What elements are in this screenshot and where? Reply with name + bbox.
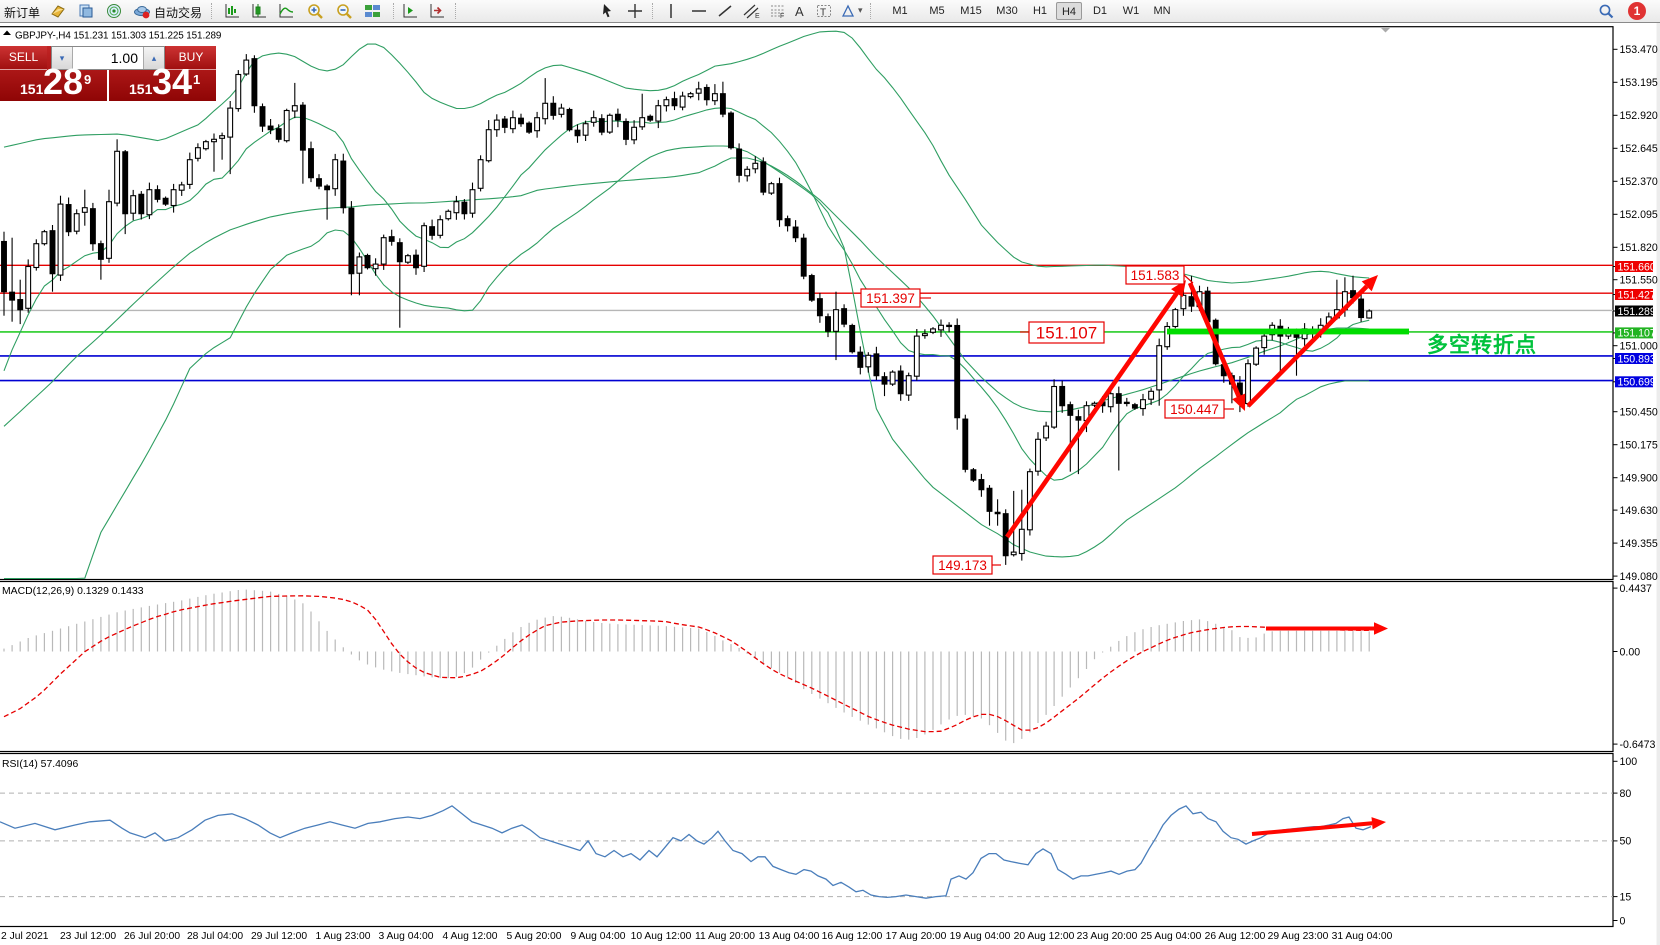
svg-text:26 Aug 12:00: 26 Aug 12:00 <box>1205 931 1266 942</box>
svg-text:149.900: 149.900 <box>1620 473 1658 485</box>
svg-text:150.893: 150.893 <box>1618 353 1656 365</box>
svg-text:25 Aug 04:00: 25 Aug 04:00 <box>1141 931 1202 942</box>
svg-text:A: A <box>795 4 804 19</box>
svg-text:150.447: 150.447 <box>1170 402 1219 417</box>
svg-text:151.820: 151.820 <box>1620 242 1658 254</box>
svg-text:151.583: 151.583 <box>1131 268 1180 283</box>
svg-text:20 Aug 12:00: 20 Aug 12:00 <box>1014 931 1075 942</box>
svg-text:MACD(12,26,9) 0.1329 0.1433: MACD(12,26,9) 0.1329 0.1433 <box>2 586 144 597</box>
svg-text:151.660: 151.660 <box>1618 261 1656 273</box>
svg-text:10 Aug 12:00: 10 Aug 12:00 <box>631 931 692 942</box>
svg-text:153.195: 153.195 <box>1620 77 1658 89</box>
svg-text:150.175: 150.175 <box>1620 440 1658 452</box>
svg-text:4 Aug 12:00: 4 Aug 12:00 <box>443 931 498 942</box>
svg-text:-0.6473: -0.6473 <box>1620 739 1656 751</box>
svg-text:0.00: 0.00 <box>1620 646 1641 658</box>
svg-text:26 Jul 20:00: 26 Jul 20:00 <box>124 931 180 942</box>
svg-text:2 Jul 2021: 2 Jul 2021 <box>1 931 49 942</box>
svg-text:151.427: 151.427 <box>1618 289 1656 301</box>
svg-text:28 Jul 04:00: 28 Jul 04:00 <box>187 931 243 942</box>
svg-text:100: 100 <box>1620 756 1638 768</box>
svg-text:17 Aug 20:00: 17 Aug 20:00 <box>886 931 947 942</box>
svg-text:5 Aug 20:00: 5 Aug 20:00 <box>507 931 562 942</box>
svg-text:152.370: 152.370 <box>1620 176 1658 188</box>
svg-text:149.630: 149.630 <box>1620 505 1658 517</box>
svg-text:23 Jul 12:00: 23 Jul 12:00 <box>60 931 116 942</box>
svg-text:多空转折点: 多空转折点 <box>1427 333 1537 357</box>
svg-text:149.173: 149.173 <box>938 558 987 573</box>
svg-text:151.107: 151.107 <box>1036 324 1097 343</box>
svg-text:9 Aug 04:00: 9 Aug 04:00 <box>571 931 626 942</box>
svg-text:150.450: 150.450 <box>1620 407 1658 419</box>
svg-text:F: F <box>780 13 784 19</box>
svg-text:80: 80 <box>1620 788 1632 800</box>
svg-text:3 Aug 04:00: 3 Aug 04:00 <box>379 931 434 942</box>
svg-text:23 Aug 20:00: 23 Aug 20:00 <box>1077 931 1138 942</box>
svg-text:15: 15 <box>1620 891 1632 903</box>
svg-text:149.355: 149.355 <box>1620 538 1658 550</box>
svg-text:RSI(14) 57.4096: RSI(14) 57.4096 <box>2 759 78 770</box>
svg-text:151.397: 151.397 <box>866 291 915 306</box>
svg-text:152.920: 152.920 <box>1620 110 1658 122</box>
svg-text:31 Aug 04:00: 31 Aug 04:00 <box>1332 931 1393 942</box>
svg-text:152.095: 152.095 <box>1620 209 1658 221</box>
svg-text:E: E <box>755 13 760 19</box>
svg-text:19 Aug 04:00: 19 Aug 04:00 <box>950 931 1011 942</box>
svg-text:151.000: 151.000 <box>1620 341 1658 353</box>
svg-text:151.289: 151.289 <box>1618 306 1656 318</box>
svg-text:1 Aug 23:00: 1 Aug 23:00 <box>316 931 371 942</box>
svg-text:GBPJPY-,H4 151.231 151.303 15: GBPJPY-,H4 151.231 151.303 151.225 151.2… <box>15 31 222 42</box>
svg-text:T: T <box>820 8 826 19</box>
svg-text:151.107: 151.107 <box>1618 328 1656 340</box>
svg-text:0: 0 <box>1620 915 1626 927</box>
svg-text:16 Aug 12:00: 16 Aug 12:00 <box>822 931 883 942</box>
svg-text:153.470: 153.470 <box>1620 44 1658 56</box>
svg-text:11 Aug 20:00: 11 Aug 20:00 <box>695 931 755 942</box>
svg-text:150.699: 150.699 <box>1618 377 1656 389</box>
svg-text:29 Aug 23:00: 29 Aug 23:00 <box>1268 931 1329 942</box>
svg-text:152.645: 152.645 <box>1620 143 1658 155</box>
svg-text:149.080: 149.080 <box>1620 571 1658 583</box>
svg-text:29 Jul 12:00: 29 Jul 12:00 <box>251 931 307 942</box>
svg-text:50: 50 <box>1620 836 1632 848</box>
svg-text:151.550: 151.550 <box>1620 275 1658 287</box>
svg-text:0.4437: 0.4437 <box>1620 583 1653 595</box>
svg-text:13 Aug 04:00: 13 Aug 04:00 <box>759 931 820 942</box>
